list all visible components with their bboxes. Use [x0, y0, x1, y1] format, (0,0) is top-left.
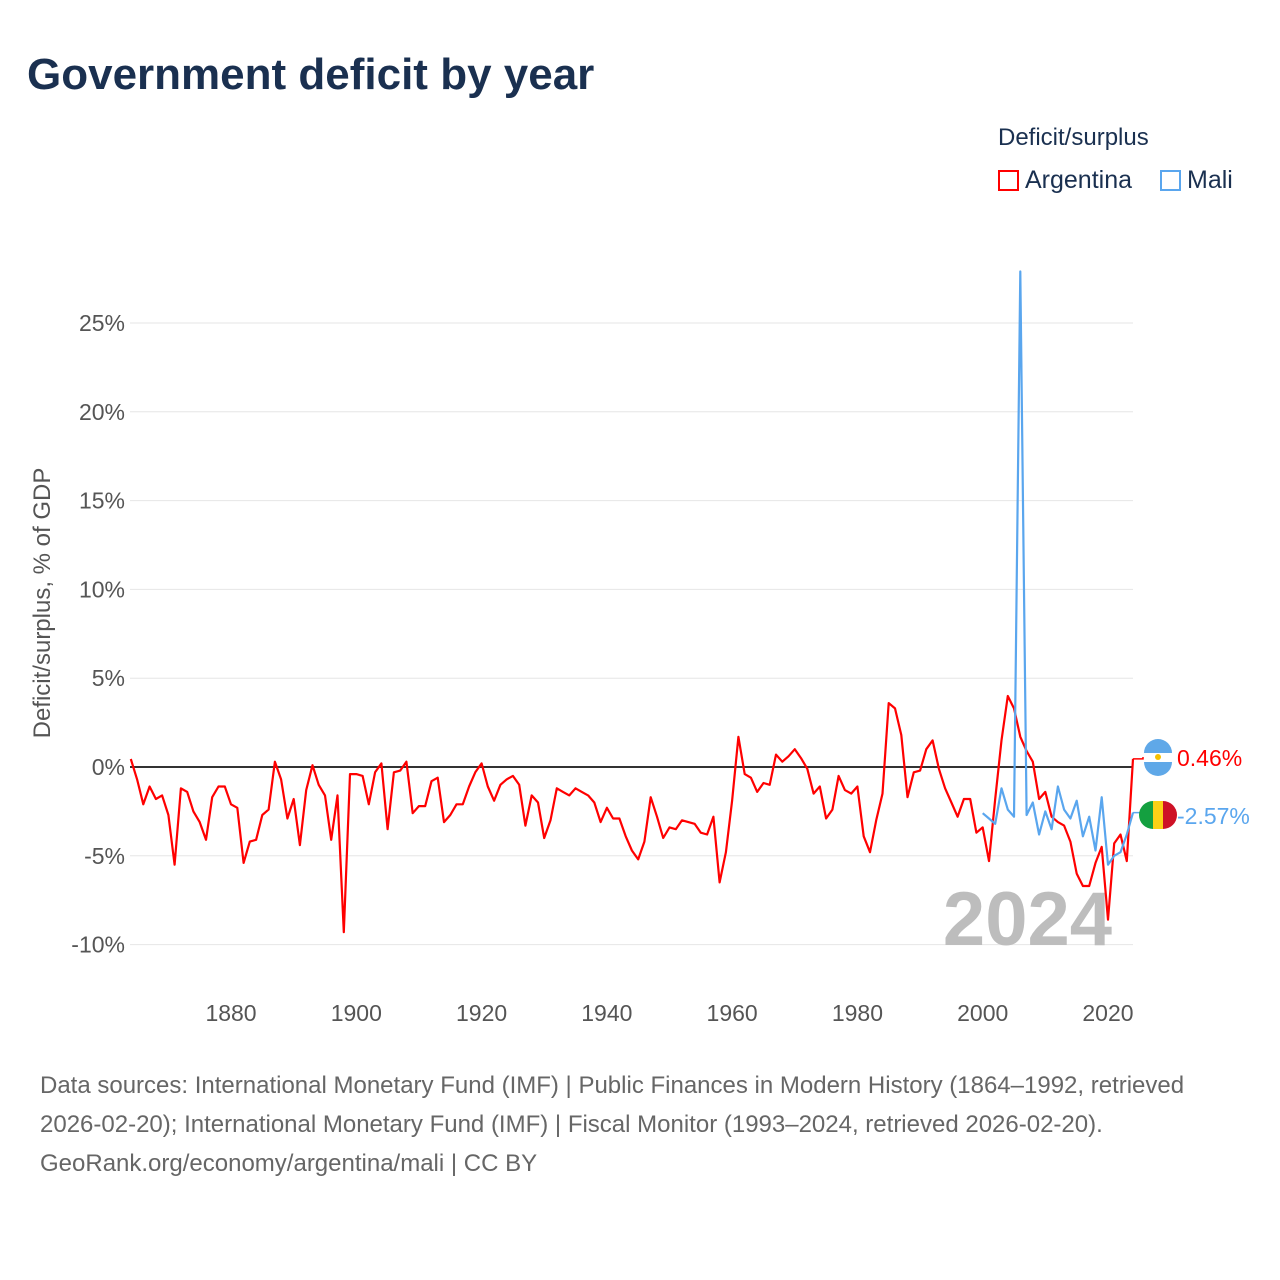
y-tick-label: 10%: [79, 576, 125, 602]
series-line-argentina: [129, 694, 1135, 934]
data-sources: Data sources: International Monetary Fun…: [40, 1072, 1185, 1138]
y-tick-label: -10%: [71, 932, 125, 958]
y-tick-label: 15%: [79, 488, 125, 514]
x-tick-label: 2000: [957, 1000, 1008, 1026]
argentina-flag-icon: [1144, 739, 1172, 776]
legend-swatch-mali: [1160, 170, 1181, 191]
legend-item-argentina[interactable]: Argentina: [998, 166, 1132, 195]
x-tick-label: 1940: [581, 1000, 632, 1026]
credit-link[interactable]: GeoRank.org/economy/argentina/mali | CC …: [40, 1150, 538, 1177]
flag-stripe: [1144, 739, 1172, 753]
end-connector: [1133, 757, 1144, 760]
line-chart: Deficit/surplus, % of GDP -10% -5% 0% 5% 10%…: [29, 270, 1250, 1026]
x-tick-label: 1960: [707, 1000, 758, 1026]
flag-stripe: [1144, 762, 1172, 776]
end-value-label: 0.46%: [1177, 745, 1242, 771]
x-tick-label: 1880: [205, 1000, 256, 1026]
y-tick-label: -5%: [84, 843, 125, 869]
y-tick-label: 20%: [79, 399, 125, 425]
flag-stripe: [1139, 801, 1153, 829]
y-tick-label: 0%: [92, 754, 125, 780]
x-tick-label: 2020: [1082, 1000, 1133, 1026]
mali-flag-icon: [1139, 801, 1177, 829]
legend-swatch-argentina: [998, 170, 1019, 191]
flag-sun: [1155, 754, 1161, 760]
flag-stripe: [1163, 801, 1177, 829]
y-tick-label: 25%: [79, 310, 125, 336]
legend-label: Mali: [1187, 166, 1233, 194]
page-title: Government deficit by year: [27, 50, 595, 99]
x-tick-label: 1900: [331, 1000, 382, 1026]
flag-stripe: [1153, 801, 1163, 829]
y-tick-label: 5%: [92, 665, 125, 691]
legend-label: Argentina: [1025, 166, 1133, 194]
year-watermark: 2024: [943, 877, 1112, 962]
end-value-label: -2.57%: [1177, 803, 1250, 829]
footer: Data sources: International Monetary Fun…: [40, 1066, 1240, 1183]
series-line-mali: [981, 270, 1135, 866]
x-tick-label: 1980: [832, 1000, 883, 1026]
legend-title: Deficit/surplus: [998, 124, 1149, 151]
y-axis-label: Deficit/surplus, % of GDP: [29, 468, 56, 739]
legend-item-mali[interactable]: Mali: [1160, 166, 1233, 195]
x-tick-label: 1920: [456, 1000, 507, 1026]
